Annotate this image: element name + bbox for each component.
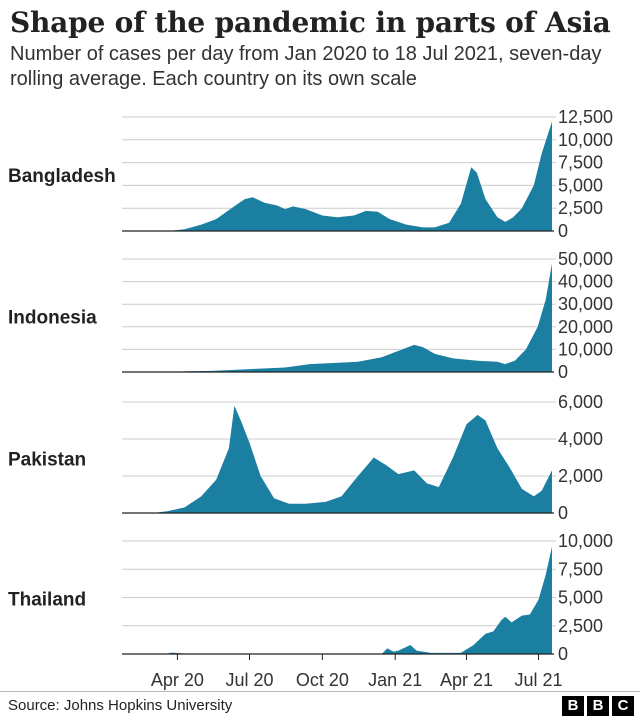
y-tick-label: 6,000 <box>558 392 603 412</box>
area-series-pakistan <box>122 405 552 513</box>
chart-title: Shape of the pandemic in parts of Asia <box>10 6 611 39</box>
source-note: Source: Johns Hopkins University <box>8 697 233 714</box>
area-series-bangladesh <box>122 121 552 231</box>
bbc-logo-letter: B <box>562 696 584 716</box>
area-series-indonesia <box>122 263 552 372</box>
chart-subtitle: Number of cases per day from Jan 2020 to… <box>10 43 602 90</box>
bbc-logo: B B C <box>562 696 634 716</box>
x-tick-label: Jan 21 <box>368 670 422 690</box>
y-tick-label: 20,000 <box>558 317 613 337</box>
x-tick-label: Apr 20 <box>151 670 204 690</box>
panel-label: Bangladesh <box>8 166 116 187</box>
y-tick-label: 10,000 <box>558 531 613 551</box>
panel-label: Indonesia <box>8 308 97 329</box>
y-tick-label: 10,000 <box>558 130 613 150</box>
x-tick-label: Jul 20 <box>225 670 273 690</box>
y-tick-label: 5,000 <box>558 175 603 195</box>
y-tick-label: 0 <box>558 503 568 523</box>
y-tick-label: 7,500 <box>558 153 603 173</box>
bbc-logo-letter: C <box>612 696 634 716</box>
y-tick-label: 12,500 <box>558 107 613 127</box>
area-series-thailand <box>122 546 552 654</box>
y-tick-label: 40,000 <box>558 272 613 292</box>
y-tick-label: 2,500 <box>558 198 603 218</box>
bbc-logo-letter: B <box>587 696 609 716</box>
x-tick-label: Jul 21 <box>515 670 563 690</box>
y-tick-label: 5,000 <box>558 588 603 608</box>
y-tick-label: 30,000 <box>558 294 613 314</box>
y-tick-label: 7,500 <box>558 559 603 579</box>
x-tick-label: Oct 20 <box>296 670 349 690</box>
panel-label: Pakistan <box>8 450 86 471</box>
y-tick-label: 4,000 <box>558 429 603 449</box>
y-tick-label: 0 <box>558 644 568 664</box>
y-tick-label: 2,500 <box>558 616 603 636</box>
small-multiples-chart: 02,5005,0007,50010,00012,500Bangladesh01… <box>8 107 613 690</box>
y-tick-label: 0 <box>558 362 568 382</box>
panel-label: Thailand <box>8 590 86 611</box>
footer-divider <box>0 691 640 692</box>
y-tick-label: 10,000 <box>558 339 613 359</box>
y-tick-label: 2,000 <box>558 466 603 486</box>
x-tick-label: Apr 21 <box>440 670 493 690</box>
y-tick-label: 50,000 <box>558 249 613 269</box>
y-tick-label: 0 <box>558 221 568 241</box>
